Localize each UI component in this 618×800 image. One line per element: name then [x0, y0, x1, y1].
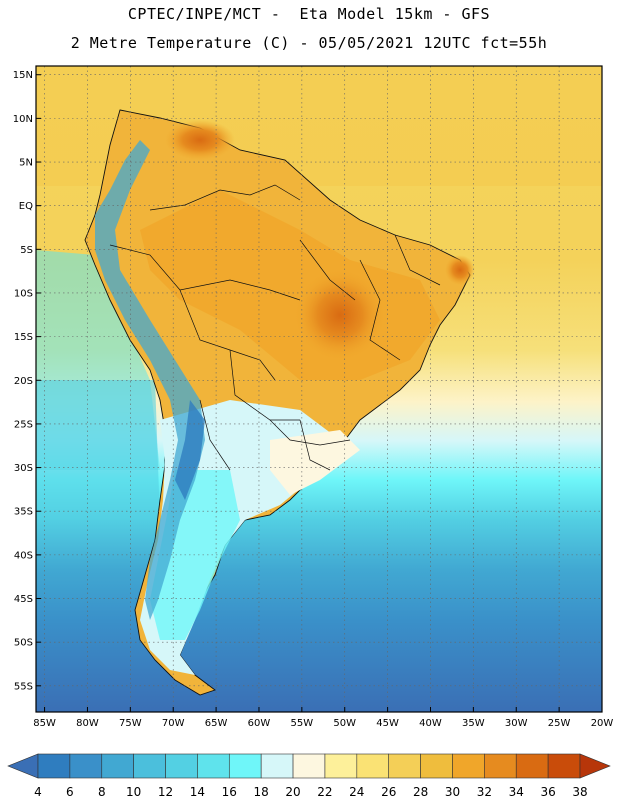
colorbar-min-arrow: [7, 753, 39, 779]
latitude-labels: 15N 10N 5N EQ 5S 10S 15S 20S 25S 30S 35S 40S 45S 50S 5…: [13, 70, 41, 692]
lon-label: 25W: [548, 718, 571, 729]
colorbar-label: 4: [34, 785, 42, 799]
longitude-labels: 85W 80W 75W 70W 65W 60W 55W 50W 45W 40W 35W 30W 25W 2…: [33, 707, 613, 729]
lat-label: 55S: [14, 681, 33, 692]
lat-label: 20S: [14, 376, 33, 387]
colorbar-label: 8: [98, 785, 106, 799]
lon-label: 60W: [248, 718, 271, 729]
lon-label: 30W: [505, 718, 528, 729]
lat-label: 10N: [13, 114, 33, 125]
colorbar-label: 12: [158, 785, 173, 799]
colorbar-label: 10: [126, 785, 141, 799]
colorbar-swatch: [452, 753, 485, 779]
colorbar-label: 14: [190, 785, 205, 799]
colorbar-swatch: [37, 753, 71, 779]
colorbar-swatch: [547, 753, 581, 779]
lat-label: 5N: [19, 158, 33, 169]
colorbar-label: 26: [381, 785, 396, 799]
colorbar-swatch: [515, 753, 549, 779]
colorbar-swatch: [101, 753, 134, 779]
colorbar-label: 28: [413, 785, 428, 799]
colorbar-label: 6: [66, 785, 74, 799]
lon-label: 85W: [33, 718, 56, 729]
colorbar-swatch: [356, 753, 390, 779]
lat-label: EQ: [19, 201, 33, 212]
colorbar-label: 36: [540, 785, 555, 799]
lon-label: 40W: [419, 718, 442, 729]
lon-label: 50W: [333, 718, 356, 729]
colorbar-max-arrow: [579, 753, 611, 779]
colorbar-swatch: [324, 753, 358, 779]
lon-label: 70W: [162, 718, 185, 729]
colorbar-label: 16: [222, 785, 237, 799]
lat-label: 25S: [14, 419, 33, 430]
colorbar-swatch: [420, 753, 453, 779]
colorbar-label: 30: [445, 785, 460, 799]
lat-label: 5S: [20, 245, 33, 256]
chart-title-line2: 2 Metre Temperature (C) - 05/05/2021 12U…: [70, 34, 548, 52]
lat-label: 15S: [14, 332, 33, 343]
lat-label: 40S: [14, 550, 33, 561]
colorbar-label: 38: [572, 785, 587, 799]
colorbar-swatch: [388, 753, 421, 779]
colorbar-label: 20: [285, 785, 300, 799]
colorbar-label: 32: [477, 785, 492, 799]
heat-core: [295, 270, 385, 360]
map-field: [36, 66, 602, 712]
lat-label: 45S: [14, 594, 33, 605]
lat-label: 15N: [13, 70, 33, 81]
lon-label: 45W: [376, 718, 399, 729]
colorbar: 4 6 8 10 12 14 16 18 20 22 24 26 28 30 32 34 36 38: [7, 753, 611, 799]
colorbar-swatch: [260, 753, 294, 779]
lon-label: 65W: [205, 718, 228, 729]
colorbar-label: 24: [349, 785, 364, 799]
colorbar-label: 22: [317, 785, 332, 799]
colorbar-swatch: [228, 753, 262, 779]
lat-label: 50S: [14, 638, 33, 649]
colorbar-swatch: [484, 753, 517, 779]
colorbar-label: 18: [254, 785, 269, 799]
lat-label: 30S: [14, 463, 33, 474]
map-frame: [35, 65, 603, 713]
colorbar-swatch: [197, 753, 230, 779]
andes-ridge: [95, 140, 205, 620]
lat-label: 35S: [14, 507, 33, 518]
colorbar-swatch: [292, 753, 326, 779]
lon-label: 80W: [76, 718, 99, 729]
country-borders: [109, 184, 441, 471]
lon-label: 75W: [119, 718, 142, 729]
lat-label: 10S: [14, 288, 33, 299]
colorbar-swatch: [165, 753, 198, 779]
colorbar-swatch: [133, 753, 166, 779]
lon-label: 35W: [462, 718, 485, 729]
colorbar-swatch: [69, 753, 103, 779]
chart-title-line1: CPTEC/INPE/MCT - Eta Model 15km - GFS: [127, 5, 491, 23]
colorbar-label: 34: [509, 785, 524, 799]
lon-label: 20W: [591, 718, 614, 729]
lon-label: 55W: [291, 718, 314, 729]
